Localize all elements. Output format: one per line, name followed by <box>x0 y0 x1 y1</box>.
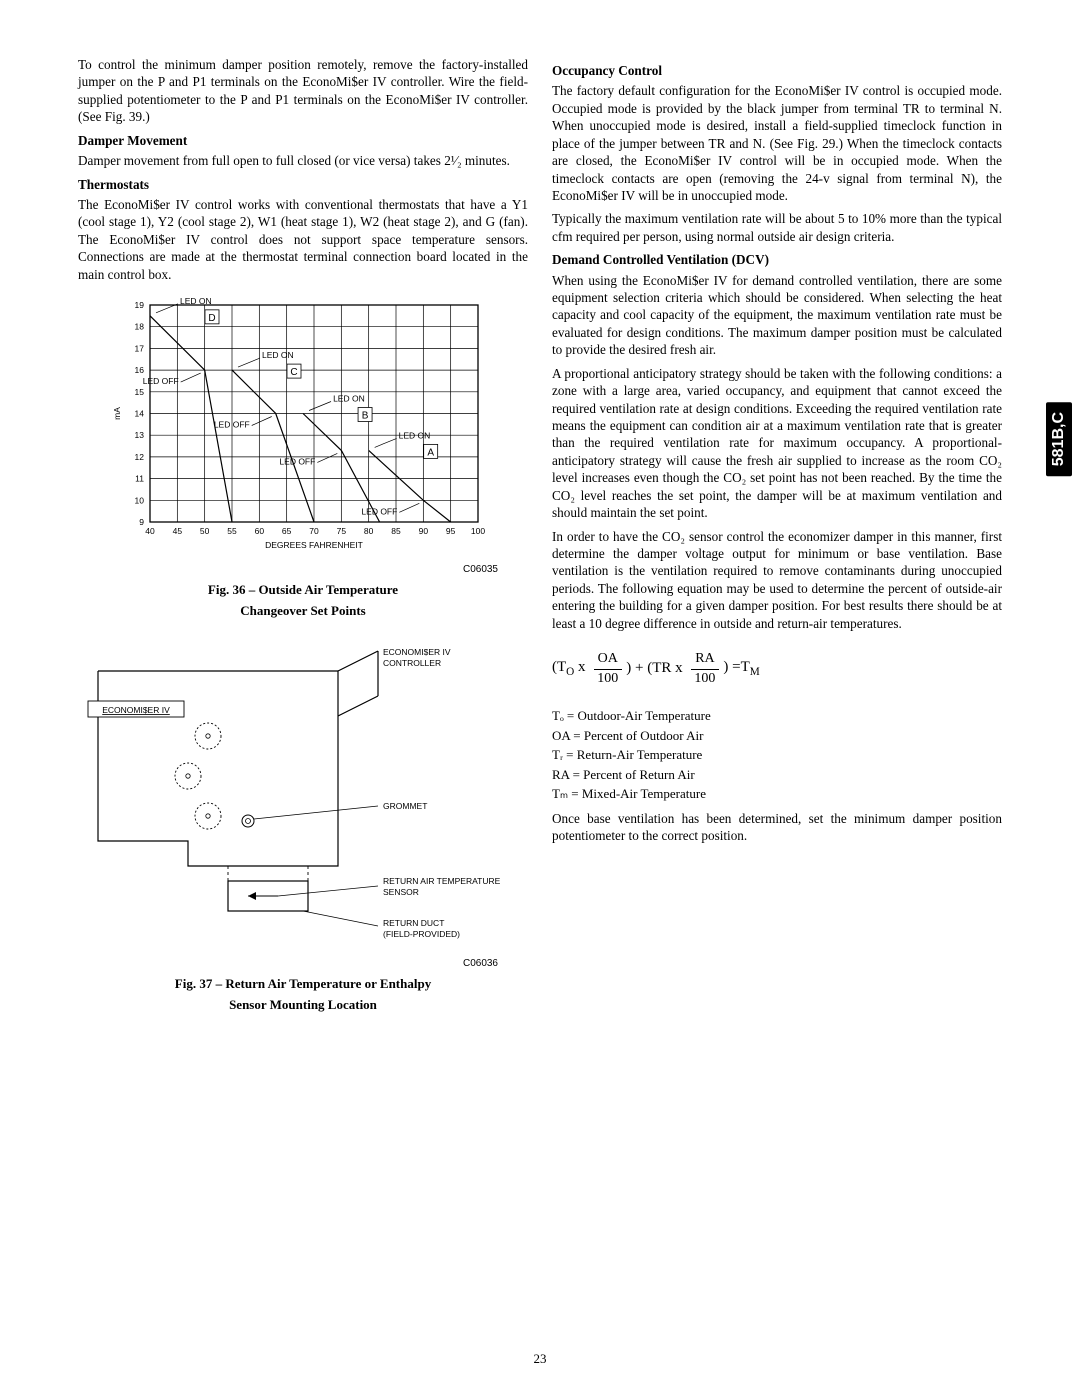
svg-text:85: 85 <box>391 526 401 536</box>
svg-text:80: 80 <box>364 526 374 536</box>
svg-text:RETURN AIR TEMPERATURE: RETURN AIR TEMPERATURE <box>383 876 501 886</box>
paragraph-occ-1: The factory default configuration for th… <box>552 82 1002 204</box>
svg-text:13: 13 <box>135 430 145 440</box>
svg-text:16: 16 <box>135 365 145 375</box>
heading-occupancy: Occupancy Control <box>552 62 1002 79</box>
svg-text:LED ON: LED ON <box>333 394 365 404</box>
def-oa: OA = Percent of Outdoor Air <box>552 726 1002 746</box>
paragraph-occ-2: Typically the maximum ventilation rate w… <box>552 210 1002 245</box>
svg-text:(FIELD-PROVIDED): (FIELD-PROVIDED) <box>383 929 460 939</box>
svg-text:LED OFF: LED OFF <box>279 456 315 466</box>
paragraph-dcv-3: In order to have the CO₂ sensor control … <box>552 528 1002 633</box>
svg-text:B: B <box>362 411 369 422</box>
figure-37-caption-2: Sensor Mounting Location <box>78 996 528 1013</box>
side-tab: 581B,C <box>1046 402 1072 476</box>
variable-definitions: Tₒ = Outdoor-Air Temperature OA = Percen… <box>552 706 1002 804</box>
svg-text:50: 50 <box>200 526 210 536</box>
svg-text:40: 40 <box>145 526 155 536</box>
svg-text:70: 70 <box>309 526 319 536</box>
svg-text:LED ON: LED ON <box>262 350 294 360</box>
svg-text:SENSOR: SENSOR <box>383 887 419 897</box>
svg-text:CONTROLLER: CONTROLLER <box>383 658 441 668</box>
svg-text:LED OFF: LED OFF <box>143 376 179 386</box>
svg-text:A: A <box>427 447 434 458</box>
paragraph-dcv-1: When using the EconoMi$er IV for demand … <box>552 272 1002 359</box>
page-content: To control the minimum damper position r… <box>0 0 1080 1053</box>
svg-text:45: 45 <box>173 526 183 536</box>
svg-text:14: 14 <box>135 409 145 419</box>
heading-dcv: Demand Controlled Ventilation (DCV) <box>552 251 1002 268</box>
figure-37-code: C06036 <box>78 957 528 970</box>
svg-text:LED ON: LED ON <box>399 430 431 440</box>
svg-text:9: 9 <box>139 517 144 527</box>
page-number: 23 <box>0 1351 1080 1367</box>
figure-37-diagram: ECONOMI$ER IVCONTROLLERECONOMI$ER IVGROM… <box>78 641 528 955</box>
svg-text:mA: mA <box>112 407 122 420</box>
def-tr: Tᵣ = Return-Air Temperature <box>552 745 1002 765</box>
svg-text:C: C <box>290 367 297 378</box>
left-column: To control the minimum damper position r… <box>78 56 528 1013</box>
def-tm: Tₘ = Mixed-Air Temperature <box>552 784 1002 804</box>
figure-36-caption-2: Changeover Set Points <box>78 602 528 619</box>
svg-text:17: 17 <box>135 343 145 353</box>
def-to: Tₒ = Outdoor-Air Temperature <box>552 706 1002 726</box>
svg-text:D: D <box>208 313 215 324</box>
svg-text:75: 75 <box>337 526 347 536</box>
equation-mixed-air: (TO x OA100 ) + (TR x RA100 ) =TM <box>552 650 1002 688</box>
svg-text:RETURN DUCT: RETURN DUCT <box>383 918 444 928</box>
figure-36-caption-1: Fig. 36 – Outside Air Temperature <box>78 581 528 598</box>
figure-37-caption-1: Fig. 37 – Return Air Temperature or Enth… <box>78 975 528 992</box>
heading-damper-movement: Damper Movement <box>78 132 528 149</box>
paragraph-thermostats: The EconoMi$er IV control works with con… <box>78 196 528 283</box>
svg-text:60: 60 <box>255 526 265 536</box>
paragraph-dcv-2: A proportional anticipatory strategy sho… <box>552 365 1002 522</box>
intro-paragraph: To control the minimum damper position r… <box>78 56 528 126</box>
svg-text:GROMMET: GROMMET <box>383 801 427 811</box>
svg-text:90: 90 <box>419 526 429 536</box>
svg-text:ECONOMI$ER IV: ECONOMI$ER IV <box>102 705 170 715</box>
svg-text:100: 100 <box>471 526 485 536</box>
svg-text:95: 95 <box>446 526 456 536</box>
paragraph-damper: Damper movement from full open to full c… <box>78 152 528 169</box>
heading-thermostats: Thermostats <box>78 176 528 193</box>
right-column: Occupancy Control The factory default co… <box>552 56 1002 1013</box>
def-ra: RA = Percent of Return Air <box>552 765 1002 785</box>
svg-text:65: 65 <box>282 526 292 536</box>
svg-text:10: 10 <box>135 495 145 505</box>
svg-text:18: 18 <box>135 322 145 332</box>
paragraph-dcv-4: Once base ventilation has been determine… <box>552 810 1002 845</box>
svg-text:11: 11 <box>135 474 144 484</box>
svg-text:15: 15 <box>135 387 145 397</box>
svg-text:LED OFF: LED OFF <box>361 506 397 516</box>
svg-text:19: 19 <box>135 300 145 310</box>
svg-text:12: 12 <box>135 452 145 462</box>
svg-text:55: 55 <box>227 526 237 536</box>
svg-text:DEGREES FAHRENHEIT: DEGREES FAHRENHEIT <box>265 540 363 550</box>
svg-text:LED ON: LED ON <box>180 297 212 306</box>
svg-text:LED OFF: LED OFF <box>214 420 250 430</box>
svg-text:ECONOMI$ER IV: ECONOMI$ER IV <box>383 647 451 657</box>
figure-36-code: C06035 <box>78 563 528 576</box>
figure-36-chart: 40 45 50 55 60 65 70 75 80 85 90 95 100 9 10 11 12 13 14 15… <box>108 297 528 561</box>
